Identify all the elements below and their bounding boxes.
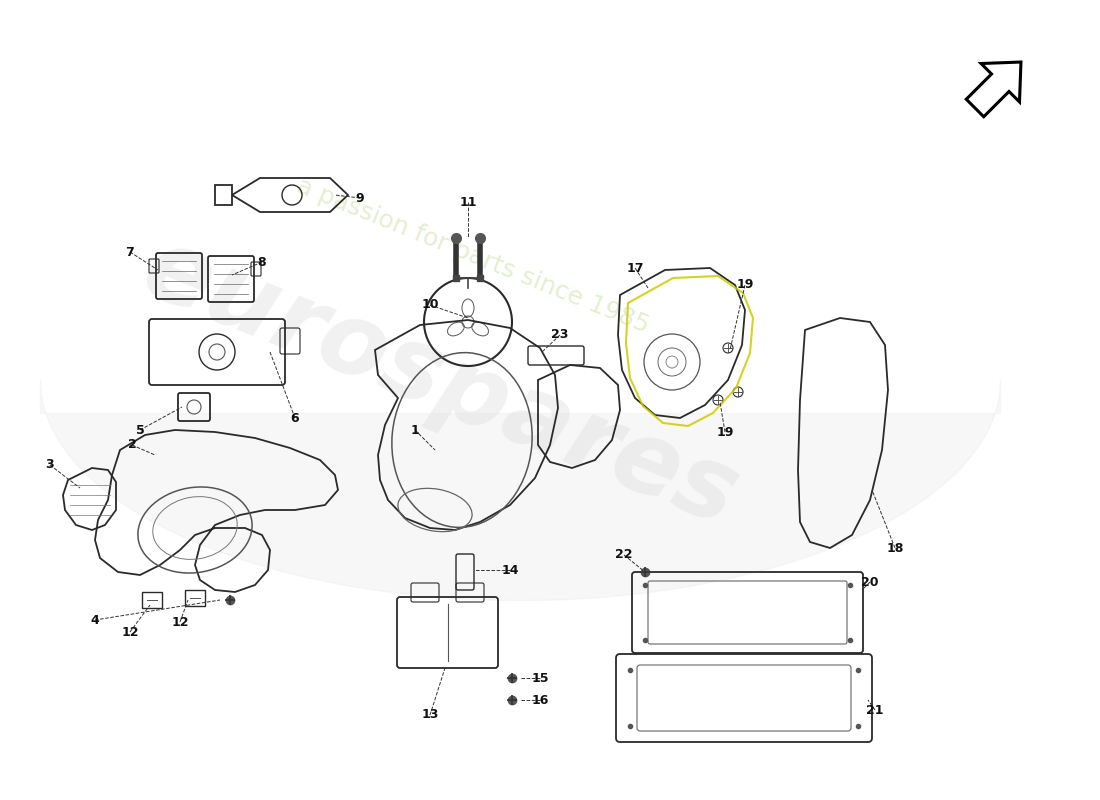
Text: 17: 17 — [626, 262, 644, 274]
Text: 19: 19 — [716, 426, 734, 438]
Text: eurospares: eurospares — [129, 221, 751, 547]
Text: 14: 14 — [502, 563, 519, 577]
Text: 3: 3 — [46, 458, 54, 471]
Text: 4: 4 — [90, 614, 99, 626]
Text: 23: 23 — [551, 329, 569, 342]
Text: 7: 7 — [125, 246, 134, 258]
Text: 13: 13 — [421, 709, 439, 722]
Text: 22: 22 — [615, 549, 632, 562]
Text: 12: 12 — [172, 615, 189, 629]
Text: 11: 11 — [460, 195, 476, 209]
Text: 9: 9 — [355, 191, 364, 205]
Text: 16: 16 — [531, 694, 549, 706]
Text: a passion for parts since 1985: a passion for parts since 1985 — [294, 174, 652, 338]
Text: 18: 18 — [887, 542, 904, 554]
Text: 5: 5 — [135, 423, 144, 437]
Text: 12: 12 — [121, 626, 139, 638]
Text: 15: 15 — [531, 671, 549, 685]
Text: 21: 21 — [867, 703, 883, 717]
Text: 2: 2 — [128, 438, 136, 451]
Text: 10: 10 — [421, 298, 439, 311]
Text: 1: 1 — [410, 423, 419, 437]
Text: 6: 6 — [290, 411, 299, 425]
Polygon shape — [966, 62, 1021, 117]
Text: 19: 19 — [736, 278, 754, 291]
Text: 20: 20 — [861, 575, 879, 589]
Text: 8: 8 — [257, 255, 266, 269]
